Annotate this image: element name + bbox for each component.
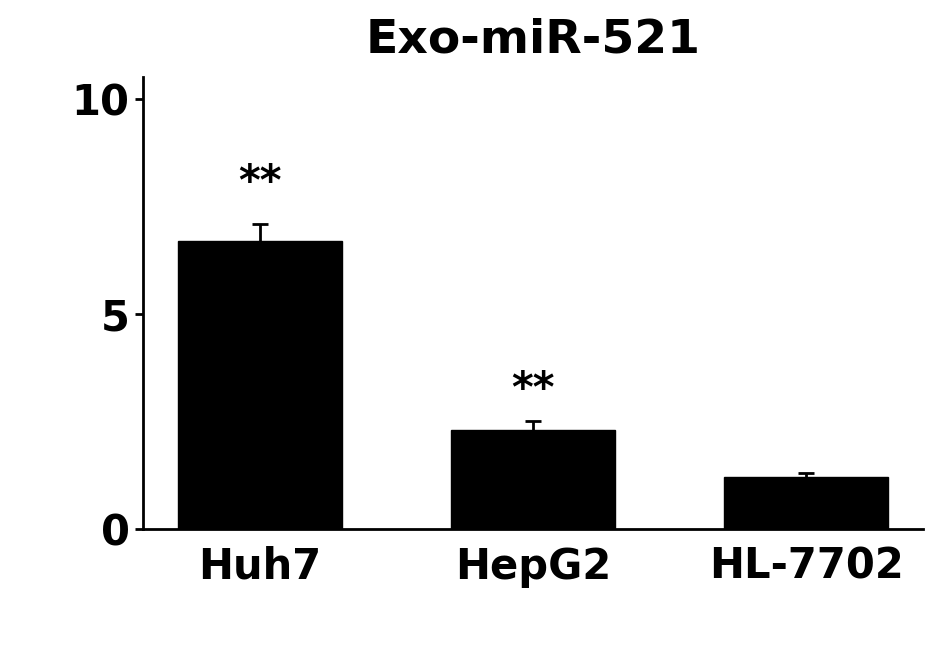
Bar [451, 430, 615, 529]
Title: Exo-miR-521: Exo-miR-521 [366, 17, 701, 63]
Text: **: ** [511, 369, 555, 411]
Bar [178, 241, 342, 529]
Bar [724, 477, 888, 529]
Text: **: ** [238, 163, 282, 204]
